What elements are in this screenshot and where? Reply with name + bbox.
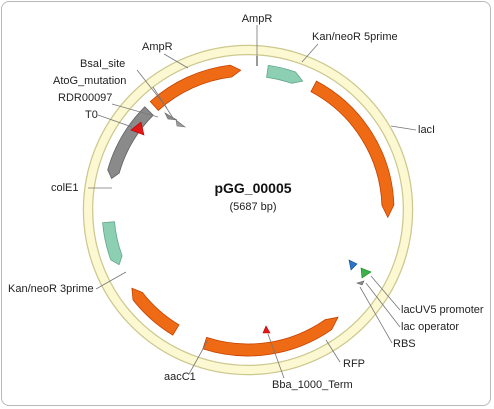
laci-arrow[interactable]	[311, 81, 394, 217]
rbs-marker[interactable]	[357, 281, 364, 285]
label-rfp[interactable]: RFP	[343, 358, 365, 370]
label-t0[interactable]: T0	[85, 109, 98, 121]
plasmid-size: (5687 bp)	[229, 201, 276, 213]
label-atog-mutation[interactable]: AtoG_mutation	[53, 75, 126, 87]
bba-1000-term-marker[interactable]	[263, 326, 270, 333]
label-lac-operator[interactable]: lac operator	[401, 321, 459, 333]
label-rdr00097[interactable]: RDR00097	[58, 92, 112, 104]
label-laci[interactable]: lacI	[418, 124, 435, 136]
lac-operator-marker[interactable]	[361, 268, 371, 278]
label-lacuv5-promoter[interactable]: lacUV5 promoter	[401, 304, 484, 316]
label-bsai-site[interactable]: BsaI_site	[80, 58, 125, 70]
label-kan-5prime[interactable]: Kan/neoR 5prime	[312, 31, 398, 43]
label-kan-3prime[interactable]: Kan/neoR 3prime	[8, 283, 94, 295]
label-cole1[interactable]: colE1	[51, 182, 79, 194]
rdr00097-marker[interactable]	[165, 113, 177, 120]
plasmid-name: pGG_00005	[214, 180, 291, 196]
label-ampr-top[interactable]: AmpR	[242, 13, 273, 25]
label-ampr[interactable]: AmpR	[142, 41, 173, 53]
leader-laci	[391, 126, 416, 130]
label-bba-1000-term[interactable]: Bba_1000_Term	[272, 379, 353, 391]
kan-5prime-arrow[interactable]	[267, 65, 303, 83]
lacuv5-promoter-marker[interactable]	[349, 260, 357, 270]
label-rbs[interactable]: RBS	[393, 338, 416, 350]
kan-3prime-arrow[interactable]	[103, 222, 123, 265]
label-aacc1[interactable]: aacC1	[164, 371, 196, 383]
atog-mutation-marker[interactable]	[176, 120, 185, 127]
